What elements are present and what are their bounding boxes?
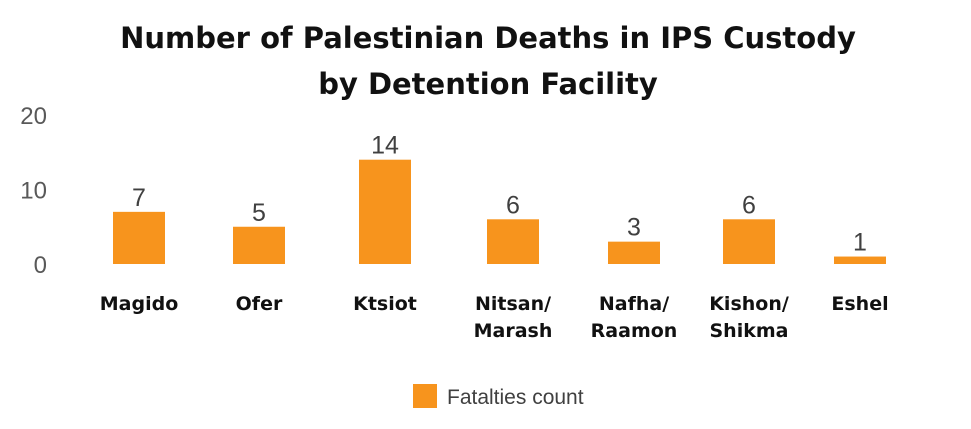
- y-tick-label-20: 20: [20, 103, 47, 130]
- category-label-1: Ofer: [236, 293, 283, 315]
- bar-5: [723, 219, 775, 264]
- data-labels: 7 5 14 6 3 6 1: [132, 132, 867, 257]
- y-tick-label-10: 10: [20, 178, 47, 205]
- data-label-1: 5: [252, 199, 266, 227]
- bar-3: [487, 219, 539, 264]
- category-labels: Magido Ofer Ktsiot Nitsan/Marash Nafha/Raamo…: [100, 293, 889, 342]
- data-label-3: 6: [506, 191, 520, 219]
- bar-4: [608, 241, 660, 264]
- legend-swatch: [413, 384, 437, 408]
- data-label-6: 1: [853, 229, 867, 257]
- bar-1: [233, 226, 285, 264]
- category-label-0: Magido: [100, 293, 179, 315]
- y-tick-label-0: 0: [34, 252, 47, 279]
- category-label-3: Nitsan/Marash: [474, 293, 553, 342]
- data-label-4: 3: [627, 214, 641, 242]
- chart-title-line-2: by Detention Facility: [318, 67, 658, 101]
- category-label-6: Eshel: [831, 293, 888, 315]
- data-label-5: 6: [742, 191, 756, 219]
- bar-0: [113, 211, 165, 264]
- data-label-0: 7: [132, 184, 146, 212]
- y-axis: 0 10 20: [20, 103, 47, 279]
- category-label-4: Nafha/Raamon: [591, 293, 678, 342]
- category-label-5: Kishon/Shikma: [709, 293, 789, 342]
- legend-label: Fatalties count: [447, 386, 584, 409]
- bar-2: [359, 159, 411, 264]
- data-label-2: 14: [371, 132, 399, 160]
- legend: Fatalties count: [413, 384, 584, 409]
- category-label-2: Ktsiot: [353, 293, 417, 315]
- bar-series: [113, 159, 886, 264]
- bar-6: [834, 256, 886, 264]
- chart-title-line-1: Number of Palestinian Deaths in IPS Cust…: [120, 21, 856, 55]
